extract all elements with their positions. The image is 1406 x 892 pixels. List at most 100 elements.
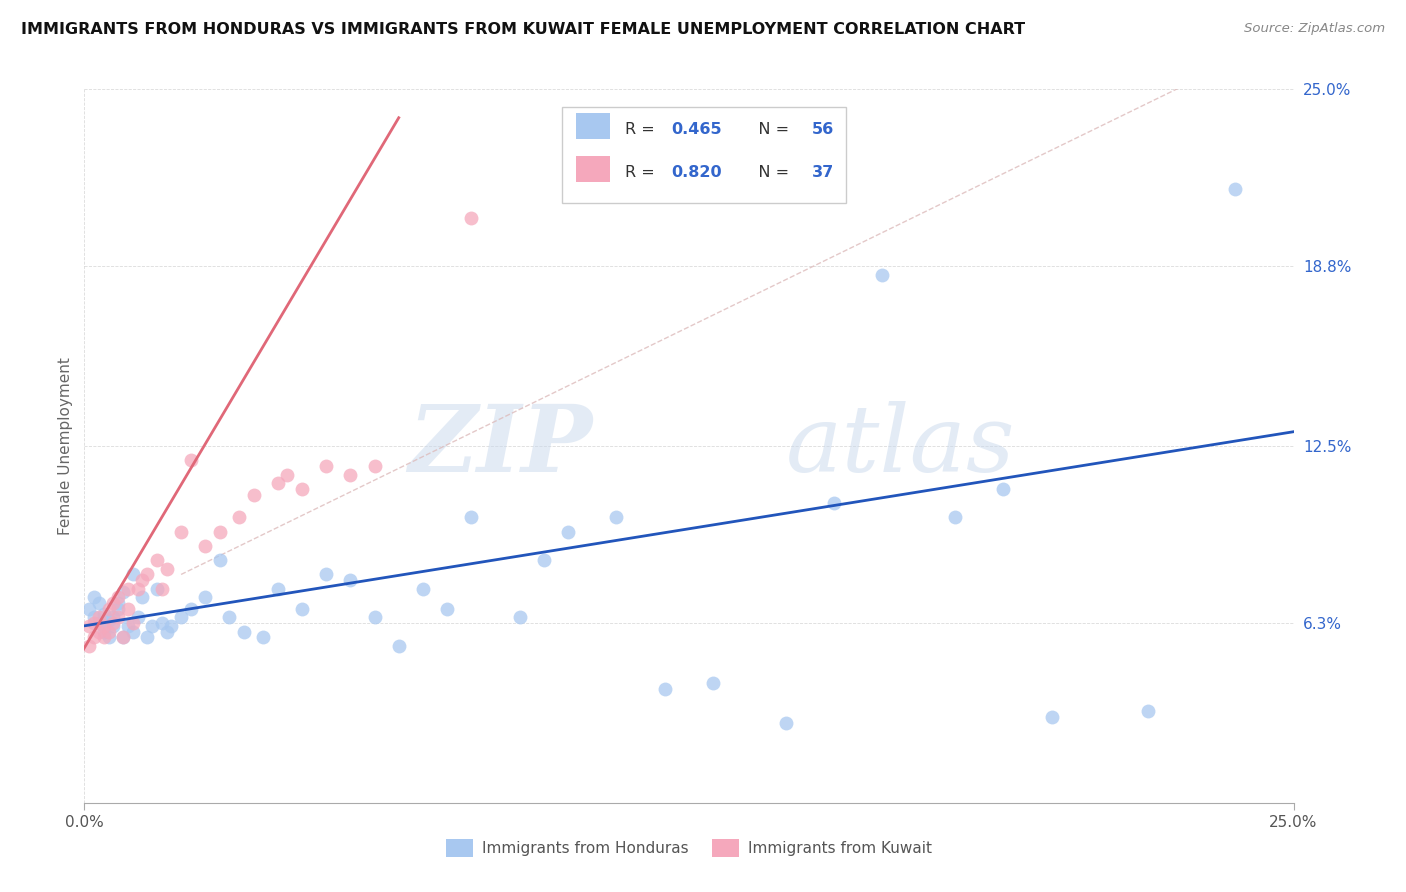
Point <box>121 567 143 582</box>
Point <box>97 613 120 627</box>
Point <box>228 510 250 524</box>
Point <box>363 458 385 473</box>
Point <box>180 453 202 467</box>
Point <box>180 601 202 615</box>
Point <box>93 607 115 622</box>
Point <box>127 582 149 596</box>
Point <box>208 524 231 539</box>
Point <box>1225 182 1247 196</box>
Point <box>155 624 177 639</box>
Point <box>93 619 115 633</box>
FancyBboxPatch shape <box>576 156 610 182</box>
Point <box>412 582 434 596</box>
Point <box>77 639 100 653</box>
Point <box>436 601 458 615</box>
Point <box>112 630 135 644</box>
Point <box>83 610 105 624</box>
Point <box>103 596 125 610</box>
Text: ZIP: ZIP <box>408 401 592 491</box>
Point <box>117 601 139 615</box>
Point <box>276 467 298 482</box>
Point <box>315 567 337 582</box>
Point <box>77 619 100 633</box>
Point <box>131 591 153 605</box>
Point <box>943 510 966 524</box>
Point <box>218 610 240 624</box>
Point <box>775 715 797 730</box>
Point <box>103 610 125 624</box>
Text: Source: ZipAtlas.com: Source: ZipAtlas.com <box>1244 22 1385 36</box>
Point <box>654 681 676 696</box>
Point <box>107 601 129 615</box>
Point <box>103 615 125 630</box>
Point <box>388 639 411 653</box>
Point <box>146 553 169 567</box>
Point <box>136 630 159 644</box>
Point <box>107 591 129 605</box>
Point <box>155 562 177 576</box>
Point <box>141 619 163 633</box>
Point <box>146 582 169 596</box>
Point <box>605 510 627 524</box>
Point <box>291 482 314 496</box>
Point <box>160 619 183 633</box>
Point <box>83 630 105 644</box>
Point <box>252 630 274 644</box>
Point <box>103 619 125 633</box>
Text: N =: N = <box>744 165 794 180</box>
Point <box>339 573 361 587</box>
Point <box>97 630 120 644</box>
Text: atlas: atlas <box>786 401 1015 491</box>
Point <box>117 619 139 633</box>
Point <box>509 610 531 624</box>
Point <box>872 268 894 282</box>
Point <box>339 467 361 482</box>
Text: 0.465: 0.465 <box>671 122 721 137</box>
Point <box>87 596 110 610</box>
Point <box>97 624 120 639</box>
Point <box>823 496 845 510</box>
Point <box>315 458 337 473</box>
Point <box>267 582 290 596</box>
Point <box>460 510 482 524</box>
Point <box>194 539 217 553</box>
Point <box>170 524 193 539</box>
Point <box>87 624 110 639</box>
Point <box>993 482 1015 496</box>
Text: 56: 56 <box>813 122 835 137</box>
Text: N =: N = <box>744 122 794 137</box>
Point <box>112 630 135 644</box>
Point <box>121 615 143 630</box>
Point <box>533 553 555 567</box>
Y-axis label: Female Unemployment: Female Unemployment <box>58 357 73 535</box>
Point <box>97 601 120 615</box>
Point <box>557 524 579 539</box>
Point <box>194 591 217 605</box>
Point <box>93 624 115 639</box>
Point <box>291 601 314 615</box>
Point <box>121 624 143 639</box>
Point <box>83 591 105 605</box>
Point <box>267 476 290 491</box>
Text: 37: 37 <box>813 165 835 180</box>
Point <box>1040 710 1063 724</box>
Text: 0.820: 0.820 <box>671 165 721 180</box>
Text: R =: R = <box>624 122 659 137</box>
Point <box>77 601 100 615</box>
Point <box>1137 705 1160 719</box>
Point <box>107 596 129 610</box>
Text: R =: R = <box>624 165 659 180</box>
Point <box>131 573 153 587</box>
Point <box>87 610 110 624</box>
Point <box>170 610 193 624</box>
Point <box>150 615 173 630</box>
Point <box>208 553 231 567</box>
Point <box>702 676 724 690</box>
FancyBboxPatch shape <box>562 107 846 203</box>
Legend: Immigrants from Honduras, Immigrants from Kuwait: Immigrants from Honduras, Immigrants fro… <box>440 833 938 863</box>
Point <box>150 582 173 596</box>
Text: IMMIGRANTS FROM HONDURAS VS IMMIGRANTS FROM KUWAIT FEMALE UNEMPLOYMENT CORRELATI: IMMIGRANTS FROM HONDURAS VS IMMIGRANTS F… <box>21 22 1025 37</box>
Point <box>83 615 105 630</box>
Point <box>460 211 482 225</box>
Point <box>233 624 256 639</box>
